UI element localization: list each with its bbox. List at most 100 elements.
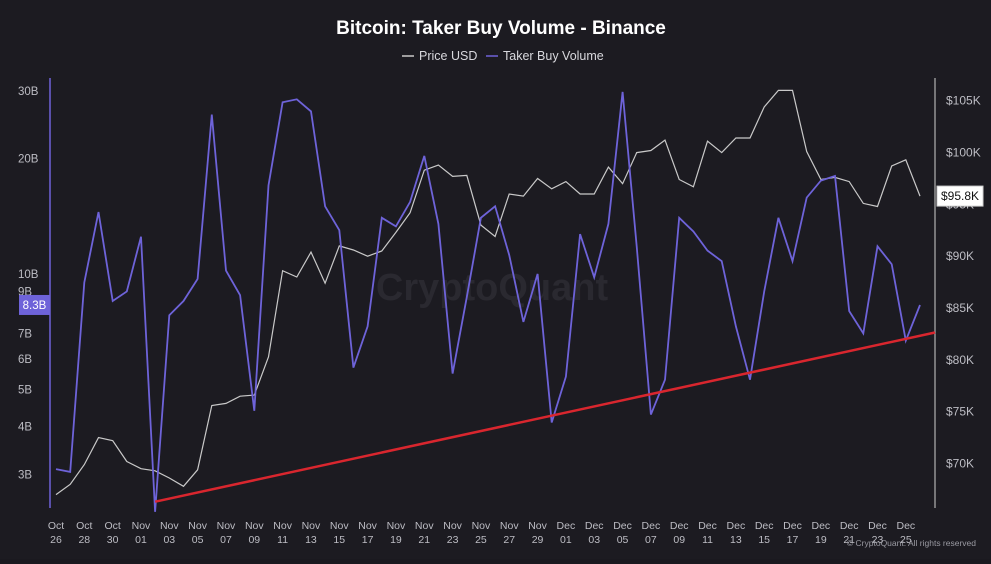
- x-tick-day: 05: [192, 534, 204, 546]
- x-tick-month: Nov: [387, 520, 406, 532]
- price-point: [338, 245, 340, 247]
- x-tick-day: 13: [730, 534, 742, 546]
- price-point: [692, 186, 694, 188]
- price-point: [777, 89, 779, 91]
- price-point: [154, 470, 156, 472]
- x-tick-day: 15: [758, 534, 770, 546]
- left-tick-label: 30B: [18, 86, 39, 98]
- left-tick-label: 20B: [18, 153, 39, 165]
- price-point: [721, 152, 723, 154]
- x-tick-month: Dec: [585, 520, 604, 532]
- x-tick-month: Dec: [755, 520, 774, 532]
- right-tick-label: $85K: [946, 301, 974, 315]
- price-point: [83, 464, 85, 466]
- left-tick-label: 6B: [18, 354, 32, 366]
- price-usd-line: [55, 89, 921, 496]
- x-tick-day: 09: [248, 534, 260, 546]
- x-tick-day: 19: [390, 534, 402, 546]
- volume-point: [522, 321, 524, 323]
- legend[interactable]: Price USD Taker Buy Volume: [402, 49, 604, 63]
- volume-point: [593, 276, 595, 278]
- price-point: [664, 139, 666, 141]
- x-tick-month: Dec: [642, 520, 661, 532]
- volume-point: [551, 422, 553, 424]
- volume-point: [126, 290, 128, 292]
- right-tick-label: $100K: [946, 146, 981, 160]
- x-tick-day: 11: [702, 534, 713, 546]
- price-point: [452, 175, 454, 177]
- volume-point: [480, 217, 482, 219]
- volume-point: [905, 340, 907, 342]
- volume-point: [409, 201, 411, 203]
- x-tick-month: Nov: [528, 520, 547, 532]
- x-tick-month: Dec: [868, 520, 887, 532]
- price-point: [97, 437, 99, 439]
- x-tick-month: Nov: [217, 520, 236, 532]
- price-point: [324, 282, 326, 284]
- price-point: [197, 469, 199, 471]
- left-tick-label: 4B: [18, 422, 32, 434]
- volume-point: [891, 263, 893, 265]
- volume-point: [324, 205, 326, 207]
- volume-point: [253, 410, 255, 412]
- price-point: [296, 276, 298, 278]
- volume-point: [296, 98, 298, 100]
- price-point: [352, 249, 354, 251]
- price-point: [848, 181, 850, 183]
- volume-point: [352, 367, 354, 369]
- support-trendline: [154, 331, 936, 503]
- price-point: [579, 193, 581, 195]
- x-tick-month: Nov: [188, 520, 207, 532]
- right-tick-label: $70K: [946, 457, 974, 471]
- volume-point: [763, 290, 765, 292]
- x-tick-month: Oct: [104, 520, 120, 532]
- volume-point: [834, 175, 836, 177]
- left-tick-label: 5B: [18, 384, 32, 396]
- legend-price-label[interactable]: Price USD: [419, 49, 477, 63]
- left-tick-label: 10B: [18, 269, 39, 281]
- x-tick-day: 01: [135, 534, 147, 546]
- x-tick-day: 30: [107, 534, 119, 546]
- volume-point: [650, 414, 652, 416]
- volume-point: [806, 197, 808, 199]
- volume-point: [749, 379, 751, 381]
- x-tick-day: 28: [78, 534, 90, 546]
- left-tick-label: 3B: [18, 470, 32, 482]
- volume-point: [622, 91, 624, 93]
- x-tick-day: 05: [617, 534, 629, 546]
- right-tick-label: $90K: [946, 249, 974, 263]
- price-point: [239, 395, 241, 397]
- x-tick-month: Nov: [273, 520, 292, 532]
- price-point: [763, 106, 765, 108]
- price-point: [537, 177, 539, 179]
- price-point: [282, 270, 284, 272]
- price-point: [593, 193, 595, 195]
- x-tick-month: Nov: [472, 520, 491, 532]
- volume-point: [452, 373, 454, 375]
- price-point: [367, 255, 369, 257]
- price-point: [310, 251, 312, 253]
- x-tick-month: Nov: [330, 520, 349, 532]
- x-tick-day: 25: [475, 534, 487, 546]
- price-point: [565, 181, 567, 183]
- volume-point: [777, 217, 779, 219]
- price-point: [494, 236, 496, 238]
- x-tick-day: 29: [532, 534, 544, 546]
- x-tick-day: 17: [787, 534, 799, 546]
- price-point: [636, 152, 638, 154]
- volume-point: [267, 184, 269, 186]
- left-current-value: 8.3B: [23, 300, 47, 312]
- price-point: [437, 164, 439, 166]
- x-tick-day: 23: [447, 534, 459, 546]
- price-point: [112, 440, 114, 442]
- price-point: [381, 250, 383, 252]
- volume-point: [112, 300, 114, 302]
- legend-volume-label[interactable]: Taker Buy Volume: [503, 49, 604, 63]
- price-point: [225, 402, 227, 404]
- volume-point: [636, 245, 638, 247]
- price-point: [862, 202, 864, 204]
- price-point: [480, 224, 482, 226]
